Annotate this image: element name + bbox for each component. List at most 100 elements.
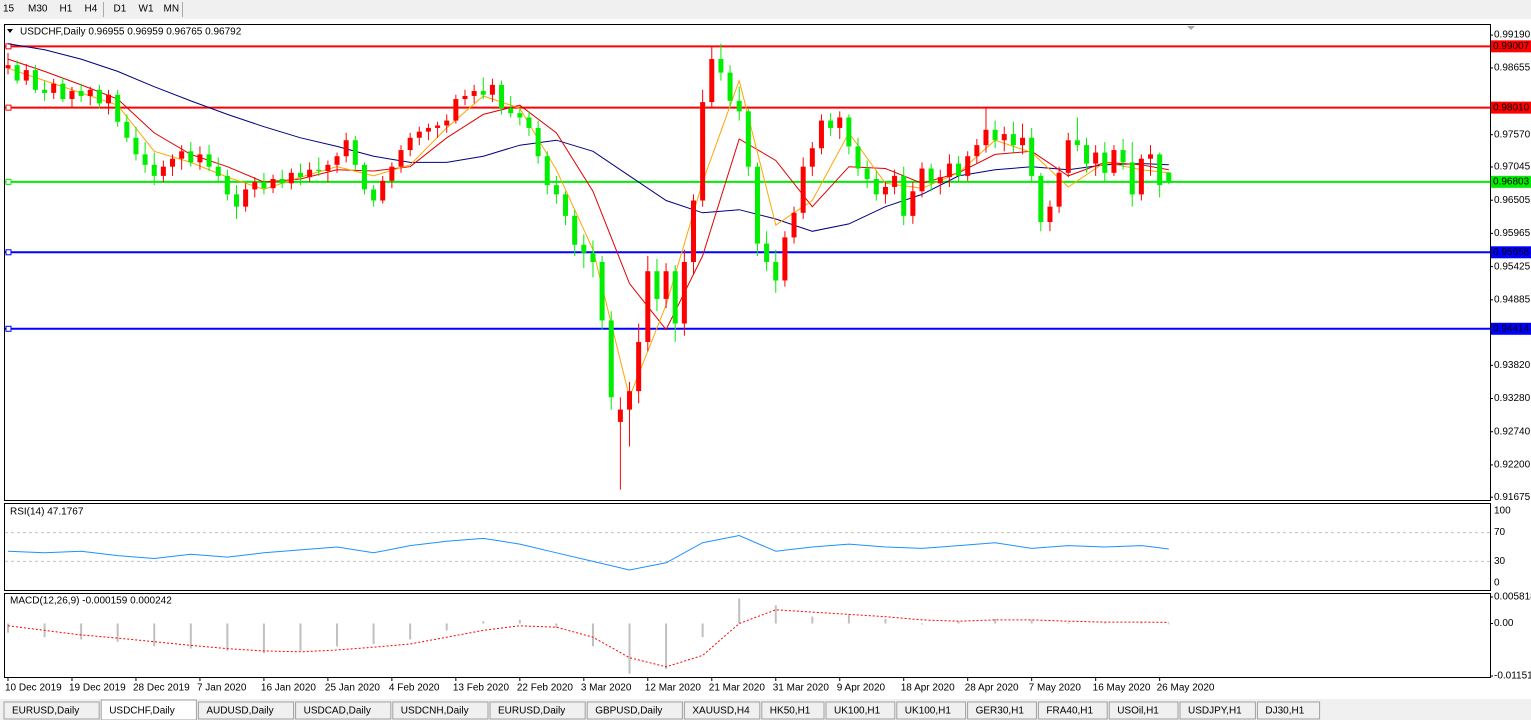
y-tick-label: 0.97045 [1494,162,1531,173]
level-handle [5,104,12,111]
candle-body [444,120,450,126]
timeframe-button[interactable]: H4 [85,4,98,15]
candle-body [5,65,11,69]
candle-body [60,83,66,100]
candle-body [334,156,340,165]
y-tick-label: 0.97570 [1494,129,1531,140]
chart-window [0,19,1531,699]
macd-signal [7,609,1169,668]
moving-average [7,58,1169,331]
moving-average [7,43,1169,232]
tab[interactable] [896,701,967,720]
candle-body [828,120,834,128]
candle-body [188,151,194,163]
candle-body [1157,154,1163,186]
rsi-tick-label: 70 [1494,527,1506,538]
macd-bar [372,623,375,645]
tab[interactable] [1256,701,1321,720]
tab-label[interactable]: USDCNH,Daily [401,706,469,717]
candle-body [983,129,989,146]
x-tick-label: 31 Mar 2020 [773,683,830,694]
candle-body [919,168,925,192]
candle-body [864,168,870,179]
candle-body [517,113,523,118]
timeframe-button[interactable]: H1 [60,4,73,15]
macd-bar [628,623,631,674]
candle-body [160,166,166,176]
tab[interactable] [967,701,1037,720]
macd-bar [336,623,339,647]
tab-label[interactable]: GER30,H1 [976,706,1025,717]
tab[interactable] [1037,701,1108,720]
tab-label[interactable]: AUDUSD,Daily [206,706,273,717]
macd-bar [555,623,558,629]
candle-body [773,262,779,281]
candle-body [234,194,239,207]
x-tick-label: 21 Mar 2020 [709,683,766,694]
candle-body [882,186,888,195]
timeframe-button[interactable]: D1 [114,4,127,15]
candle-body [764,243,770,262]
tab[interactable] [197,701,295,720]
tab[interactable] [1108,701,1179,720]
timeframe-button[interactable]: W1 [139,4,154,15]
tab[interactable] [586,701,683,720]
candle-body [1129,162,1135,195]
level-label-box [1491,101,1531,114]
candle-body [700,102,706,201]
macd-bar [299,623,302,651]
x-tick-label: 7 Jan 2020 [197,683,247,694]
timeframe-button[interactable]: MN [164,4,180,15]
tab[interactable] [761,701,825,720]
candle-body [279,178,285,184]
candle-body [471,91,477,96]
macd-bar [957,621,960,624]
rsi-label: RSI(14) 47.1767 [10,507,84,518]
y-tick-label: 0.93280 [1494,393,1531,404]
tab-label[interactable]: USDCHF,Daily [109,706,175,717]
macd-bar [701,623,704,638]
tab-label[interactable]: USDCAD,Daily [304,706,371,717]
macd-bar [811,616,814,624]
tab-label[interactable]: EURUSD,Daily [498,706,565,717]
tab-label[interactable]: GBPUSD,Daily [595,706,662,717]
tab[interactable] [825,701,896,720]
candle-body [51,83,57,93]
tab-label[interactable]: USDJPY,H1 [1188,706,1242,717]
candle-body [489,84,495,95]
tab-label[interactable]: USOil,H1 [1117,706,1159,717]
tab-label[interactable]: UK100,H1 [905,706,952,717]
candle-body [252,182,258,190]
candle-body [407,137,413,151]
tab-label[interactable]: FRA40,H1 [1046,706,1093,717]
candle-body [718,59,724,73]
tab-label[interactable]: DJ30,H1 [1265,706,1304,717]
candle-body [1138,158,1144,195]
tab[interactable] [392,701,489,720]
candle-body [608,320,614,398]
macd-bar [1030,619,1033,624]
rsi-line [7,534,1169,571]
level-label: 0.94414 [1493,323,1530,334]
tab-label[interactable]: UK100,H1 [834,706,881,717]
tab[interactable] [489,701,586,720]
level-handle [5,325,12,332]
tab-label[interactable]: EURUSD,Daily [12,706,79,717]
rsi-tick-label: 100 [1494,506,1511,517]
tab[interactable] [295,701,392,720]
tab-label[interactable]: HK50,H1 [770,706,811,717]
active-tab[interactable] [100,699,197,720]
timeframe-button[interactable]: 15 [3,4,15,15]
tab[interactable] [3,701,100,720]
candle-body [462,95,468,100]
tab[interactable] [683,701,761,720]
candle-body [69,91,75,100]
timeframe-button[interactable]: M30 [28,4,48,15]
macd-bar [1103,622,1106,624]
tab-label[interactable]: XAUUSD,H4 [692,706,750,717]
candle-body [691,200,696,262]
candle-body [636,341,642,392]
tab[interactable] [1179,701,1256,720]
macd-bar [409,623,412,640]
x-tick-label: 9 Apr 2020 [837,683,886,694]
